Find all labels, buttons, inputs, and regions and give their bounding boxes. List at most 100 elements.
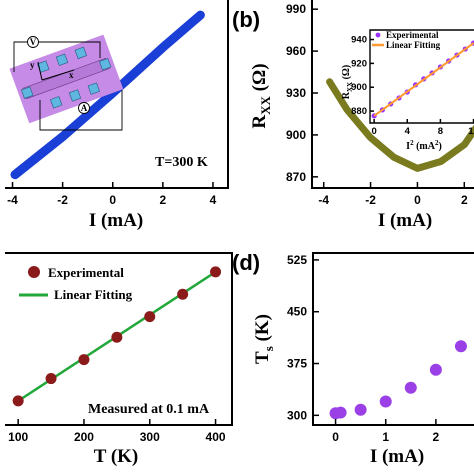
panel-d-label: (d)	[232, 250, 260, 275]
panel-c-experimental-point	[177, 288, 189, 300]
panel-c-experimental-point	[12, 395, 24, 407]
panel-b: (b) -4 -2 0 2 870 900 930 960 990 I (mA) RXX (Ω)…	[232, 0, 474, 231]
panel-d-data-point	[334, 406, 347, 419]
device-axis-y-label: y	[30, 60, 35, 70]
device-contact	[21, 86, 34, 99]
inset-ytick-label: 900	[351, 82, 367, 93]
panel-b-xlabel: I (mA)	[378, 210, 432, 231]
panel-a-xtick-label: -2	[57, 193, 68, 207]
ammeter-icon: A	[78, 102, 90, 114]
inset-legend-experimental: Experimental	[386, 30, 439, 40]
panel-c-xtick-label: 300	[140, 430, 160, 444]
panel-c: 100 200 300 400 T (K) Experimental Linear F…	[5, 252, 233, 467]
inset-legend-experimental-marker	[375, 32, 381, 38]
panel-c-legend-experimental: Experimental	[48, 265, 124, 280]
panel-c-experimental-point	[111, 331, 123, 343]
panel-a-data-marks	[10, 10, 205, 180]
panel-d-ytick-label: 375	[287, 357, 307, 371]
inset-xtick-label: 4	[405, 126, 411, 137]
panel-d-data-point	[354, 403, 367, 416]
panel-c-xtick-label: 100	[8, 430, 28, 444]
panel-d-ticks: 0 1 2 300 375 450 525	[287, 253, 440, 444]
panel-d-data-point	[404, 381, 417, 394]
inset-ytick-label: 920	[351, 58, 367, 69]
panel-c-experimental-point	[210, 266, 222, 278]
panel-d-data-point	[454, 340, 467, 353]
panel-a-xlabel: I (mA)	[89, 210, 143, 231]
inset-xlabel: I2 (mA2)	[406, 139, 442, 152]
panel-c-data-marks	[12, 266, 222, 407]
panel-b-ytick-label: 990	[286, 2, 306, 16]
ammeter-label: A	[81, 103, 88, 113]
device-contact	[50, 96, 63, 109]
panel-a-frame	[5, 0, 229, 189]
inset-ytick-label: 940	[351, 35, 367, 46]
panel-c-legend-experimental-marker	[28, 266, 40, 278]
device-contact	[99, 58, 112, 71]
panel-c-legend-fit: Linear Fitting	[54, 287, 133, 302]
panel-b-ytick-label: 960	[286, 44, 306, 58]
panel-b-ticks: -4 -2 0 2 870 900 930 960 990	[286, 2, 468, 207]
device-schematic: V A x y	[9, 34, 124, 131]
inset-background	[370, 30, 474, 124]
device-wiring	[13, 41, 123, 131]
panel-b-xtick-label: 0	[414, 193, 421, 207]
panel-a-xtick-label: 4	[210, 193, 217, 207]
panel-d-frame	[312, 252, 474, 426]
device-contact	[68, 89, 82, 102]
inset-xtick-label: 0	[371, 126, 376, 137]
inset-ytick-label: 880	[351, 106, 367, 117]
panel-c-xtick-label: 400	[206, 430, 226, 444]
panel-c-ticks: 100 200 300 400	[8, 419, 226, 444]
panel-a-series-line	[10, 10, 205, 180]
panel-a-xtick-label: -4	[7, 193, 18, 207]
panel-d-ylabel: Ts (K)	[252, 314, 276, 364]
device-contact	[74, 46, 87, 60]
panel-b-inset: 0 4 8 12 880 900 920 940 I2 (mA2) RXX (Ω) Exper…	[341, 29, 474, 152]
panel-d: (d) 0 1 2 300 375 450 525 I (mA) Ts (K)	[232, 250, 474, 467]
panel-d-ytick-label: 450	[287, 305, 307, 319]
panel-b-xtick-label: -4	[318, 193, 329, 207]
panel-b-xtick-label: -2	[365, 193, 376, 207]
panel-c-annotation: Measured at 0.1 mA	[88, 402, 210, 417]
panel-c-legend: Experimental Linear Fitting	[19, 265, 133, 302]
inset-frame	[369, 29, 474, 124]
panel-c-experimental-point	[144, 311, 156, 323]
panel-c-frame	[5, 252, 233, 426]
device-axis-x-label: x	[69, 70, 74, 80]
panel-d-xlabel: I (mA)	[370, 446, 424, 467]
panel-b-frame	[311, 0, 474, 189]
panel-b-label: (b)	[232, 7, 260, 32]
panel-d-xtick-label: 0	[332, 430, 339, 444]
inset-ylabel: RXX (Ω)	[341, 65, 354, 100]
panel-b-ytick-label: 900	[286, 128, 306, 142]
inset-data-marks	[371, 40, 474, 119]
panel-b-series-line	[326, 78, 474, 172]
panel-d-data-point	[379, 395, 392, 408]
panel-b-ytick-label: 930	[286, 86, 306, 100]
panel-d-ytick-label: 525	[287, 253, 307, 267]
panel-a: -4 -2 0 2 4 I (mA) T=300 K V	[5, 0, 229, 231]
panel-d-data-point	[429, 363, 442, 376]
inset-fit-line	[373, 42, 474, 117]
panel-b-ylabel: RXX (Ω)	[249, 63, 273, 128]
panel-d-ytick-label: 300	[287, 408, 307, 422]
voltmeter-icon: V	[27, 36, 39, 48]
device-contact	[87, 82, 100, 95]
panel-a-xtick-label: 2	[160, 193, 167, 207]
panel-b-ytick-label: 870	[286, 170, 306, 184]
inset-xtick-label: 8	[438, 126, 443, 137]
panel-c-xtick-label: 200	[74, 430, 94, 444]
inset-legend: Experimental Linear Fitting	[372, 30, 441, 50]
panel-a-xtick-label: 0	[109, 193, 116, 207]
device-contact	[55, 53, 69, 66]
panel-d-xtick-label: 1	[382, 430, 389, 444]
voltmeter-label: V	[30, 37, 37, 47]
panel-d-xtick-label: 2	[433, 430, 440, 444]
panel-a-annotation: T=300 K	[155, 155, 208, 170]
panel-b-data-marks	[326, 78, 474, 172]
panel-b-xtick-label: 2	[461, 193, 468, 207]
panel-c-experimental-point	[45, 373, 57, 385]
inset-xtick-label: 12	[468, 126, 474, 137]
